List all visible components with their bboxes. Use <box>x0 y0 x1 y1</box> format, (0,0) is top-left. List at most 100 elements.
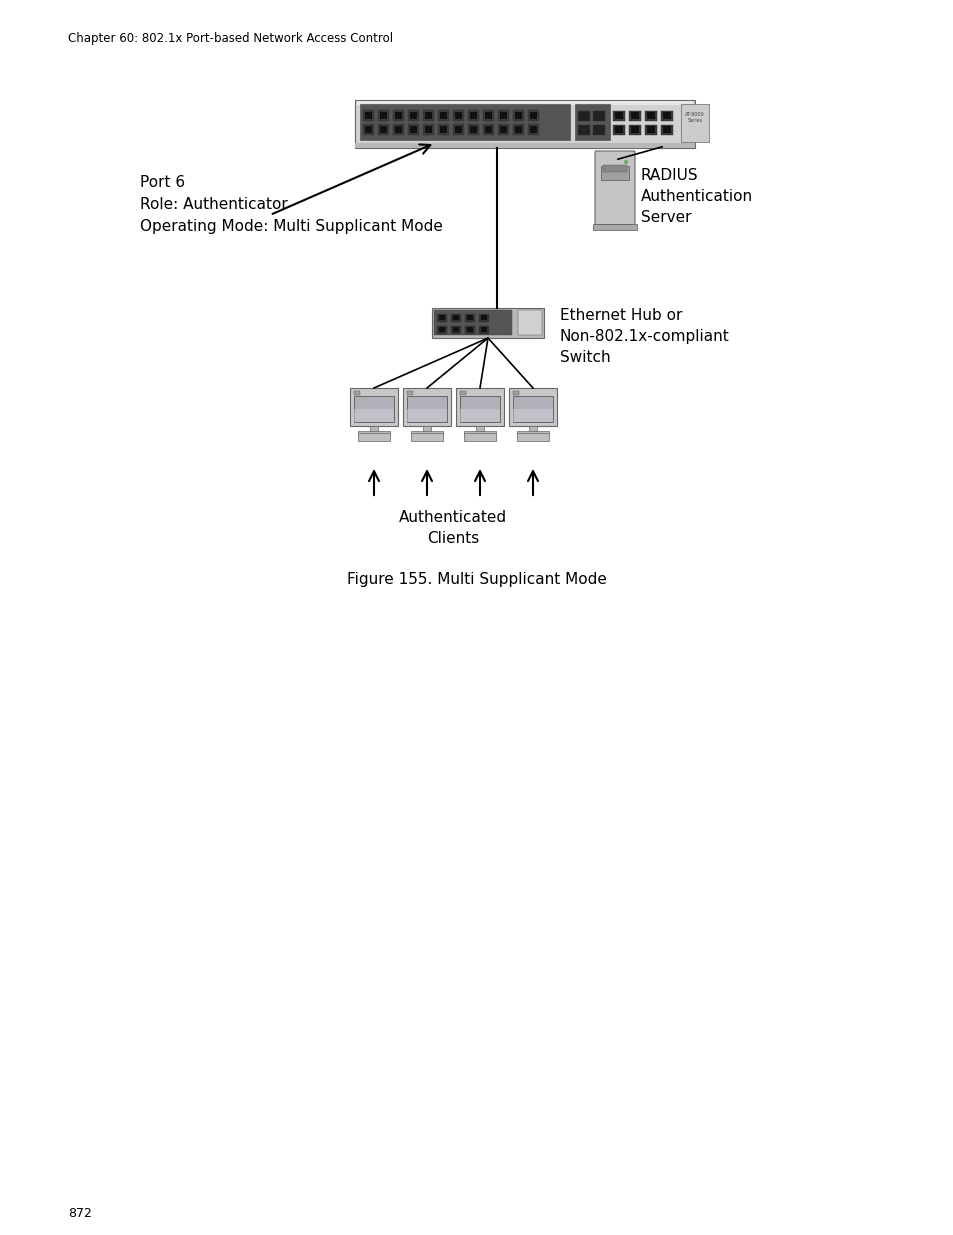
Bar <box>517 433 548 441</box>
Bar <box>377 110 389 121</box>
Bar <box>407 396 447 422</box>
Bar <box>468 124 478 135</box>
Bar <box>434 310 512 335</box>
Bar <box>424 126 432 133</box>
Bar <box>527 124 538 135</box>
Bar <box>354 391 359 395</box>
Bar <box>407 391 413 395</box>
Bar <box>455 126 461 133</box>
Bar <box>513 391 518 395</box>
Bar <box>578 111 589 121</box>
Bar <box>662 112 670 119</box>
Bar <box>484 126 492 133</box>
Bar <box>467 315 473 320</box>
Bar <box>365 112 372 119</box>
Bar <box>453 110 463 121</box>
Bar <box>350 388 397 426</box>
Bar <box>509 388 557 426</box>
Bar <box>467 327 473 332</box>
Bar <box>437 124 449 135</box>
Bar <box>393 110 403 121</box>
Bar <box>453 124 463 135</box>
Text: Authenticated
Clients: Authenticated Clients <box>398 510 507 546</box>
Bar <box>354 396 394 422</box>
Bar <box>476 426 483 431</box>
Bar <box>370 426 377 431</box>
Text: Chapter 60: 802.1x Port-based Network Access Control: Chapter 60: 802.1x Port-based Network Ac… <box>68 32 393 44</box>
Bar <box>680 104 708 142</box>
Bar <box>529 426 537 431</box>
Bar <box>644 111 657 121</box>
Bar <box>662 126 670 133</box>
Bar <box>402 388 451 426</box>
Bar <box>408 110 418 121</box>
Bar <box>478 326 489 333</box>
Bar <box>464 314 475 322</box>
Bar <box>463 431 496 436</box>
Bar <box>530 112 537 119</box>
Bar <box>422 426 431 431</box>
Text: Port 6
Role: Authenticator
Operating Mode: Multi Supplicant Mode: Port 6 Role: Authenticator Operating Mod… <box>140 175 442 235</box>
Bar <box>660 111 672 121</box>
Bar <box>482 110 494 121</box>
Bar <box>453 315 458 320</box>
Bar <box>482 124 494 135</box>
Bar <box>470 126 476 133</box>
Bar <box>438 327 444 332</box>
Bar <box>644 125 657 135</box>
Bar <box>646 126 655 133</box>
Bar <box>411 433 442 441</box>
Bar <box>499 126 506 133</box>
Bar <box>451 314 460 322</box>
Text: AT-9000
Series: AT-9000 Series <box>684 112 704 122</box>
Circle shape <box>623 161 627 164</box>
Bar <box>593 224 637 230</box>
Bar <box>497 124 509 135</box>
Bar <box>437 110 449 121</box>
Bar <box>410 112 416 119</box>
Bar <box>395 112 401 119</box>
Bar <box>357 431 390 436</box>
Bar <box>615 126 622 133</box>
Bar <box>530 126 537 133</box>
Text: Ethernet Hub or
Non-802.1x-compliant
Switch: Ethernet Hub or Non-802.1x-compliant Swi… <box>559 308 729 366</box>
Bar <box>363 124 374 135</box>
Bar <box>484 112 492 119</box>
Bar <box>613 111 624 121</box>
Bar <box>410 126 416 133</box>
Bar <box>628 125 640 135</box>
Bar <box>615 112 622 119</box>
Text: 872: 872 <box>68 1207 91 1220</box>
Bar <box>578 125 589 135</box>
Bar <box>575 104 609 140</box>
Bar <box>478 314 489 322</box>
Bar <box>451 326 460 333</box>
Bar <box>593 125 604 135</box>
Bar <box>613 125 624 135</box>
Bar <box>407 409 447 422</box>
Bar <box>513 124 523 135</box>
Bar <box>395 126 401 133</box>
Bar <box>354 409 394 422</box>
Bar <box>459 391 465 395</box>
Bar <box>355 100 695 148</box>
Bar <box>646 112 655 119</box>
Bar <box>377 124 389 135</box>
Bar <box>600 165 628 180</box>
Bar <box>628 111 640 121</box>
FancyBboxPatch shape <box>595 151 635 225</box>
Bar <box>363 110 374 121</box>
Bar <box>464 326 475 333</box>
Text: RADIUS
Authentication
Server: RADIUS Authentication Server <box>640 168 752 225</box>
Bar <box>379 112 387 119</box>
Bar <box>513 396 553 422</box>
Bar <box>411 431 442 436</box>
Bar <box>393 124 403 135</box>
Bar <box>515 126 521 133</box>
Bar <box>602 165 626 172</box>
Bar <box>455 112 461 119</box>
Bar <box>660 125 672 135</box>
Bar <box>439 126 447 133</box>
Bar <box>436 314 447 322</box>
Bar <box>517 310 541 335</box>
